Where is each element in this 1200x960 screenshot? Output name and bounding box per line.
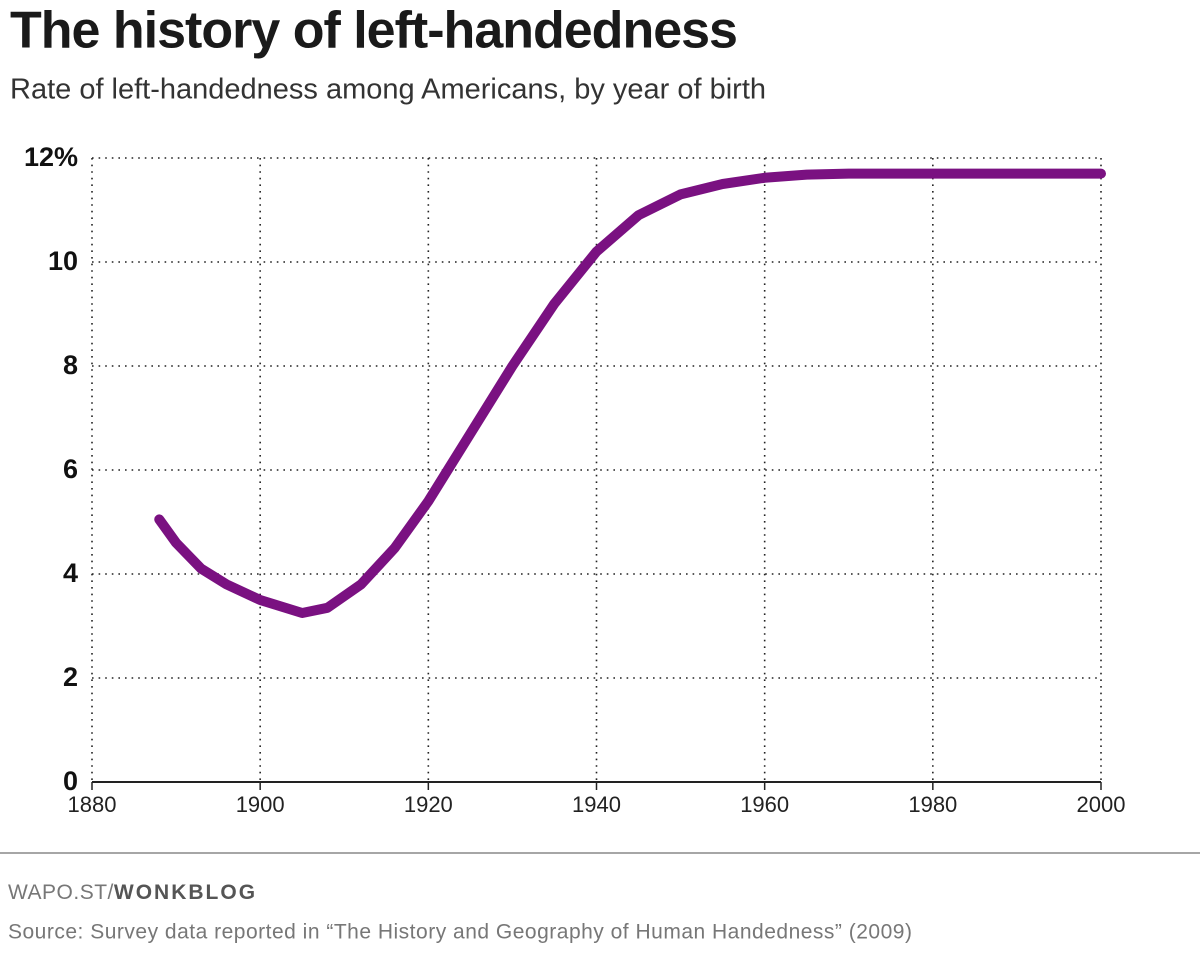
y-tick-label: 4 <box>63 558 78 588</box>
x-tick-label: 1880 <box>68 792 117 817</box>
y-tick-label: 12% <box>24 142 78 172</box>
data-line <box>154 168 1106 618</box>
credit-prefix: WAPO.ST/ <box>8 881 114 904</box>
y-tick-label: 6 <box>63 454 78 484</box>
credit: WAPO.ST/WONKBLOG <box>8 881 257 904</box>
x-tick-label: 2000 <box>1077 792 1126 817</box>
source: Source: Survey data reported in “The His… <box>8 921 912 944</box>
chart-subtitle: Rate of left-handedness among Americans,… <box>10 74 766 106</box>
x-tick-label: 1980 <box>908 792 957 817</box>
y-tick-label: 10 <box>48 246 78 276</box>
credit-brand: WONKBLOG <box>114 881 257 904</box>
y-tick-label: 0 <box>63 766 78 796</box>
x-tick-label: 1960 <box>740 792 789 817</box>
chart-title: The history of left-handedness <box>10 2 737 60</box>
x-tick-label: 1900 <box>236 792 285 817</box>
x-tick-label: 1940 <box>572 792 621 817</box>
x-tick-label: 1920 <box>404 792 453 817</box>
y-tick-label: 8 <box>63 350 78 380</box>
y-tick-label: 2 <box>63 662 78 692</box>
